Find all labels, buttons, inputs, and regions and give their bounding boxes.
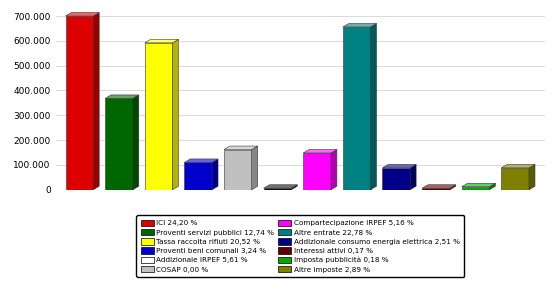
Polygon shape [224, 146, 257, 150]
Polygon shape [450, 185, 456, 190]
Bar [105, 99, 133, 190]
Bar [422, 188, 450, 190]
Polygon shape [422, 185, 456, 188]
Polygon shape [502, 164, 535, 168]
Polygon shape [264, 185, 297, 188]
Bar [303, 153, 331, 190]
Polygon shape [105, 95, 139, 99]
Bar [145, 43, 172, 190]
Bar [264, 188, 291, 190]
Polygon shape [489, 183, 495, 190]
Polygon shape [461, 183, 495, 187]
Polygon shape [529, 164, 535, 190]
Polygon shape [172, 39, 178, 190]
Bar [502, 168, 529, 190]
Polygon shape [410, 164, 416, 190]
Bar [66, 16, 93, 190]
Bar [383, 168, 410, 190]
Polygon shape [303, 150, 337, 153]
Polygon shape [93, 13, 99, 190]
Polygon shape [343, 24, 376, 27]
Polygon shape [212, 159, 218, 190]
Polygon shape [145, 39, 178, 43]
Polygon shape [133, 95, 139, 190]
Bar [185, 162, 212, 190]
Legend: ICI 24,20 %, Proventi servizi pubblici 12,74 %, Tassa raccolta rifiuti 20,52 %, : ICI 24,20 %, Proventi servizi pubblici 1… [136, 215, 464, 277]
Polygon shape [291, 185, 297, 190]
Polygon shape [66, 13, 99, 16]
Polygon shape [331, 150, 337, 190]
Polygon shape [185, 159, 218, 162]
Polygon shape [370, 24, 376, 190]
Bar [343, 27, 370, 190]
Bar [461, 187, 489, 190]
Polygon shape [383, 164, 416, 168]
Polygon shape [252, 146, 257, 190]
Bar [224, 150, 252, 190]
